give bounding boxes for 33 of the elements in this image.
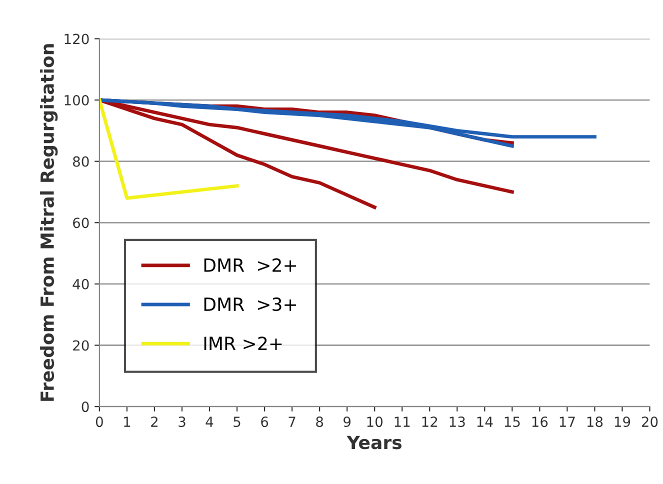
x-tick-label: 12	[422, 416, 438, 427]
y-tick-label: 60	[73, 218, 89, 228]
x-tick-label: 13	[450, 416, 465, 428]
x-tick-label: 6	[261, 416, 268, 428]
x-axis-title: Years	[346, 436, 402, 450]
y-tick-label: 120	[64, 34, 89, 44]
x-tick-label: 0	[96, 416, 103, 428]
x-tick-label: 9	[344, 416, 351, 428]
x-tick-label: 1	[124, 416, 130, 427]
legend-label: DMR >2+	[204, 258, 296, 272]
x-tick-label: 11	[394, 416, 410, 427]
y-axis-title: Freedom From Mitral Regurgitation	[40, 44, 58, 401]
x-tick-label: 5	[234, 416, 240, 428]
x-tick-label: 16	[532, 416, 548, 428]
x-tick-label: 10	[367, 416, 383, 428]
x-tick-label: 4	[206, 416, 214, 427]
x-tick-label: 3	[178, 416, 186, 428]
x-tick-label: 17	[560, 416, 575, 427]
x-tick-label: 2	[151, 416, 158, 427]
legend-label: IMR >2+	[204, 336, 282, 350]
x-tick-label: 7	[288, 416, 296, 427]
y-tick-label: 20	[73, 340, 89, 351]
x-tick-label: 14	[477, 416, 493, 427]
y-tick-label: 0	[82, 402, 89, 412]
legend-label: DMR >3+	[204, 297, 296, 312]
x-tick-label: 8	[316, 416, 324, 428]
y-tick-label: 40	[72, 278, 89, 290]
x-tick-label: 15	[504, 416, 520, 428]
y-tick-label: 100	[64, 94, 89, 106]
x-tick-label: 18	[587, 416, 603, 428]
y-tick-label: 80	[72, 156, 89, 167]
x-tick-label: 20	[642, 416, 658, 428]
x-tick-label: 19	[614, 416, 630, 428]
